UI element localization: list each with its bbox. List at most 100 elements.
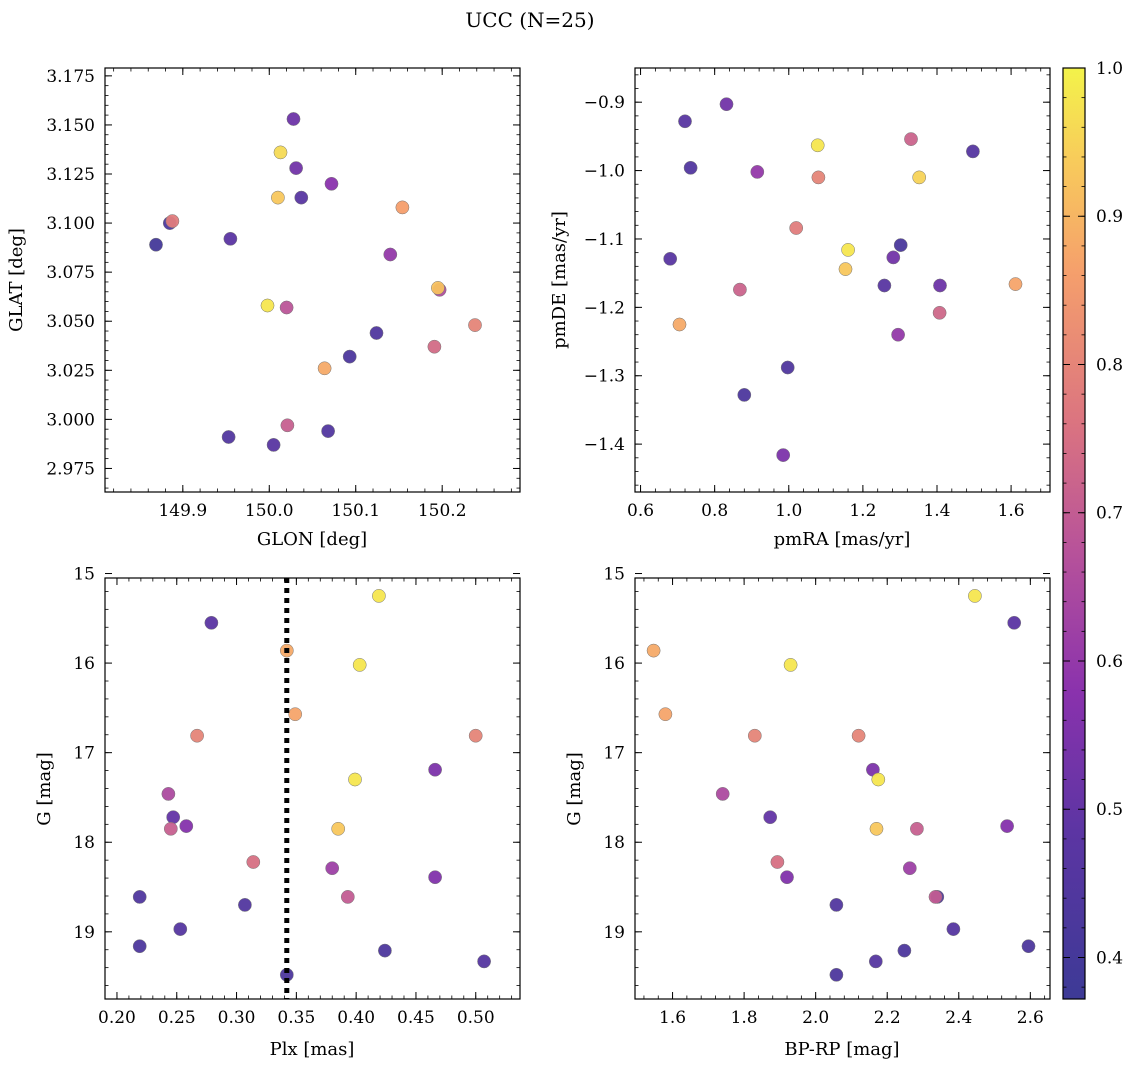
- point-cmd-16: [780, 870, 794, 885]
- panel-frame: [104, 67, 521, 493]
- x-tick-label: 0.6: [627, 501, 654, 521]
- point-cmd-6: [851, 728, 866, 743]
- y-tick-label: 15: [603, 565, 625, 585]
- point-plx-g-22: [378, 943, 392, 958]
- point-plx-g-13: [331, 821, 346, 836]
- point-proper-motion-23: [737, 388, 752, 402]
- panel-proper-motion-points: [663, 97, 1023, 462]
- x-tick-label: 0.50: [457, 1008, 495, 1028]
- point-plx-g-5: [190, 728, 204, 743]
- panel-plx-g: 0.20 0.25 0.30 0.35 0.40 0.45 0.50 15 16 17 18 19 P…: [34, 565, 521, 1060]
- point-proper-motion-10: [841, 243, 855, 257]
- point-cmd-13: [869, 821, 884, 836]
- y-tick-label: −1.0: [584, 162, 625, 182]
- point-proper-motion-2: [719, 97, 734, 112]
- y-tick-label: 2.975: [46, 459, 95, 479]
- point-cmd-19: [829, 898, 844, 912]
- panel-spatial-points: [149, 112, 482, 452]
- y-tick-label: −1.2: [584, 298, 625, 318]
- point-plx-g-10: [166, 810, 181, 825]
- y-tick-label: 3.050: [46, 312, 95, 332]
- x-tick-label: 0.40: [337, 1008, 375, 1028]
- point-cmd-22: [897, 943, 912, 958]
- point-cmd-2: [646, 643, 661, 658]
- point-cmd-20: [946, 922, 961, 936]
- colorbar-tick-label: 0.4: [1096, 948, 1123, 968]
- point-spatial-3: [221, 430, 236, 444]
- colorbar-tick-label: 1.0: [1096, 59, 1123, 79]
- y-tick-label: 3.150: [46, 116, 95, 136]
- point-plx-g-21: [132, 939, 147, 954]
- point-spatial-10: [280, 418, 295, 433]
- point-plx-g-7: [428, 762, 442, 777]
- y-tick-label: 3.100: [46, 214, 95, 234]
- y-tick-label: −0.9: [584, 93, 625, 113]
- panel-plx-g-ylabel: G [mag]: [34, 752, 55, 825]
- point-proper-motion-3: [750, 165, 765, 179]
- panel-spatial: 149.9 150.0 150.1 150.2 2.975 3.000 3.025 3.050…: [6, 67, 521, 550]
- y-tick-label: 16: [603, 654, 625, 674]
- x-tick-label: 150.2: [418, 501, 467, 521]
- point-proper-motion-14: [663, 251, 678, 266]
- x-tick-label: 2.2: [874, 1008, 901, 1028]
- y-tick-label: −1.3: [584, 367, 625, 387]
- point-plx-g-4: [288, 707, 303, 722]
- panel-proper-motion: 0.6 0.8 1.0 1.2 1.4 1.6 −1.4 −1.3 −1.2 −1.1 −1.0 −0…: [549, 67, 1051, 550]
- point-plx-g-12: [163, 821, 178, 836]
- point-spatial-16: [324, 176, 339, 191]
- point-cmd-12: [910, 821, 924, 836]
- x-tick-label: 0.25: [158, 1008, 196, 1028]
- point-cmd-0: [968, 589, 982, 603]
- panel-cmd: 1.6 1.8 2.0 2.2 2.4 2.6 15 16 17 18 19 BP-RP [mag]…: [564, 565, 1051, 1060]
- point-cmd-11: [1000, 819, 1014, 833]
- y-tick-label: 17: [603, 744, 625, 764]
- point-spatial-6: [266, 438, 281, 452]
- point-cmd-23: [868, 954, 883, 969]
- y-tick-label: −1.1: [584, 230, 625, 250]
- y-tick-label: 19: [603, 923, 625, 943]
- colorbar-gradient: [1062, 67, 1086, 1000]
- x-tick-label: 2.6: [1017, 1008, 1044, 1028]
- point-cmd-10: [763, 810, 778, 825]
- point-proper-motion-20: [672, 317, 687, 332]
- panel-frame: [634, 577, 1051, 1000]
- point-spatial-23: [431, 281, 445, 295]
- x-tick-label: 150.0: [245, 501, 294, 521]
- y-tick-label: 19: [73, 923, 95, 943]
- colorbar-tick-label: 0.8: [1096, 355, 1123, 375]
- point-cmd-9: [715, 787, 730, 801]
- point-plx-g-18: [340, 890, 355, 904]
- y-tick-label: 17: [73, 744, 95, 764]
- panel-cmd-ylabel: G [mag]: [564, 752, 585, 825]
- point-plx-g-3: [352, 658, 367, 672]
- point-proper-motion-11: [893, 238, 908, 252]
- point-plx-g-19: [238, 898, 252, 912]
- point-proper-motion-1: [683, 160, 698, 175]
- point-spatial-13: [294, 190, 309, 205]
- y-tick-label: 18: [73, 833, 95, 853]
- x-tick-label: 1.0: [775, 501, 802, 521]
- x-tick-label: 150.1: [331, 501, 380, 521]
- point-cmd-15: [902, 861, 917, 876]
- point-proper-motion-19: [932, 305, 947, 320]
- point-spatial-17: [342, 349, 357, 364]
- x-tick-label: 149.9: [158, 501, 207, 521]
- panel-spatial-axes: 149.9 150.0 150.1 150.2 2.975 3.000 3.025 3.050…: [46, 67, 521, 521]
- colorbar-tick-label: 0.9: [1096, 207, 1123, 227]
- x-tick-label: 1.2: [849, 501, 876, 521]
- point-proper-motion-16: [877, 278, 892, 293]
- panel-proper-motion-xlabel: pmRA [mas/yr]: [774, 529, 911, 550]
- point-cmd-14: [770, 855, 785, 869]
- colorbar-tick-label: 0.6: [1096, 652, 1123, 672]
- point-proper-motion-5: [811, 170, 826, 185]
- x-tick-label: 0.30: [218, 1008, 256, 1028]
- panel-plx-g-xlabel: Plx [mas]: [270, 1039, 355, 1060]
- x-tick-label: 0.8: [701, 501, 728, 521]
- point-plx-g-1: [204, 615, 219, 630]
- point-proper-motion-9: [789, 221, 804, 235]
- point-plx-g-6: [468, 728, 483, 743]
- point-spatial-18: [369, 326, 384, 340]
- panel-spatial-xlabel: GLON [deg]: [257, 529, 367, 550]
- y-tick-label: 16: [73, 654, 95, 674]
